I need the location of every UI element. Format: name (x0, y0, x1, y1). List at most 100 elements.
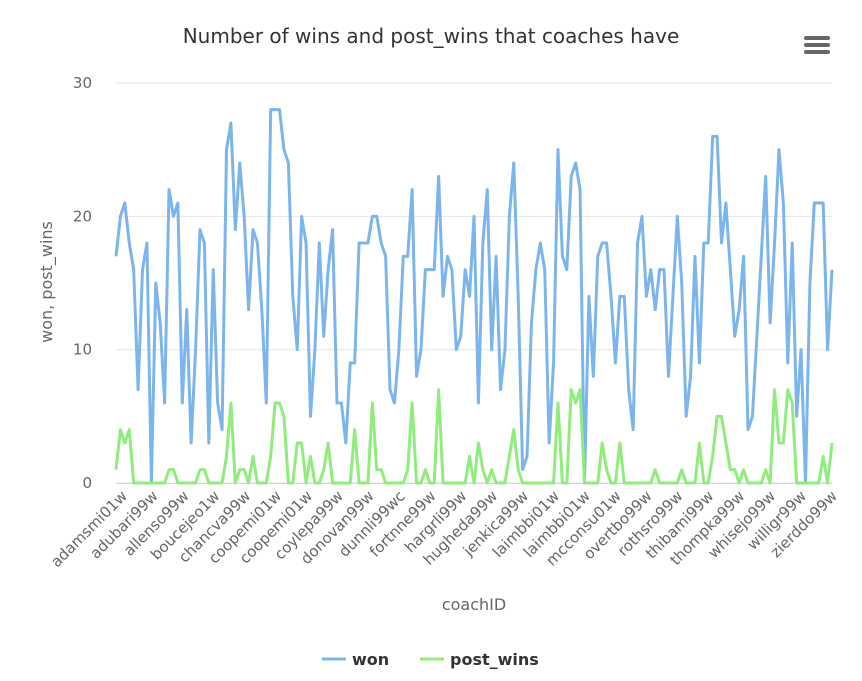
data-point-won[interactable] (294, 347, 300, 353)
data-point-won[interactable] (303, 240, 309, 246)
data-point-won[interactable] (825, 347, 831, 353)
data-point-post_wins[interactable] (732, 467, 738, 473)
data-point-post_wins[interactable] (277, 400, 283, 406)
data-point-won[interactable] (480, 240, 486, 246)
data-point-won[interactable] (396, 347, 402, 353)
data-point-won[interactable] (829, 267, 835, 273)
data-point-post_wins[interactable] (316, 480, 322, 486)
data-point-won[interactable] (595, 253, 601, 259)
data-point-won[interactable] (798, 347, 804, 353)
data-point-won[interactable] (374, 213, 380, 219)
data-point-post_wins[interactable] (825, 480, 831, 486)
data-point-won[interactable] (316, 240, 322, 246)
data-point-post_wins[interactable] (201, 467, 207, 473)
data-point-won[interactable] (785, 360, 791, 366)
series-line-won[interactable] (114, 108, 834, 485)
data-point-post_wins[interactable] (484, 480, 490, 486)
data-point-won[interactable] (387, 387, 393, 393)
data-point-won[interactable] (780, 200, 786, 206)
data-point-won[interactable] (630, 427, 636, 433)
data-point-post_wins[interactable] (617, 440, 623, 446)
data-point-won[interactable] (542, 267, 548, 273)
data-point-post_wins[interactable] (692, 480, 698, 486)
data-point-post_wins[interactable] (511, 427, 517, 433)
data-point-won[interactable] (285, 160, 291, 166)
data-point-won[interactable] (692, 253, 698, 259)
data-point-post_wins[interactable] (462, 480, 468, 486)
data-point-won[interactable] (573, 160, 579, 166)
data-point-won[interactable] (153, 280, 159, 286)
data-point-won[interactable] (122, 200, 128, 206)
data-point-post_wins[interactable] (126, 427, 132, 433)
data-point-won[interactable] (515, 293, 521, 299)
data-point-won[interactable] (577, 187, 583, 193)
data-point-post_wins[interactable] (303, 480, 309, 486)
data-point-won[interactable] (621, 293, 627, 299)
data-point-won[interactable] (378, 240, 384, 246)
data-point-won[interactable] (506, 213, 512, 219)
data-point-post_wins[interactable] (405, 467, 411, 473)
data-point-won[interactable] (648, 267, 654, 273)
data-point-won[interactable] (383, 253, 389, 259)
data-point-won[interactable] (259, 307, 265, 313)
data-point-won[interactable] (471, 213, 477, 219)
data-point-won[interactable] (338, 400, 344, 406)
data-point-post_wins[interactable] (564, 480, 570, 486)
data-point-won[interactable] (665, 373, 671, 379)
data-point-post_wins[interactable] (741, 467, 747, 473)
data-point-post_wins[interactable] (268, 453, 274, 459)
data-point-won[interactable] (604, 240, 610, 246)
data-point-won[interactable] (281, 147, 287, 153)
data-point-post_wins[interactable] (223, 453, 229, 459)
data-point-won[interactable] (696, 360, 702, 366)
data-point-won[interactable] (608, 293, 614, 299)
data-point-post_wins[interactable] (250, 453, 256, 459)
data-point-won[interactable] (140, 267, 146, 273)
data-point-won[interactable] (458, 333, 464, 339)
data-point-won[interactable] (325, 267, 331, 273)
data-point-post_wins[interactable] (117, 427, 123, 433)
data-point-post_wins[interactable] (515, 467, 521, 473)
data-point-won[interactable] (533, 267, 539, 273)
data-point-won[interactable] (683, 413, 689, 419)
data-point-post_wins[interactable] (612, 480, 618, 486)
data-point-post_wins[interactable] (785, 387, 791, 393)
data-point-won[interactable] (237, 160, 243, 166)
data-point-won[interactable] (330, 227, 336, 233)
data-point-won[interactable] (418, 347, 424, 353)
data-point-won[interactable] (250, 227, 256, 233)
data-point-won[interactable] (767, 320, 773, 326)
data-point-post_wins[interactable] (674, 480, 680, 486)
data-point-won[interactable] (135, 387, 141, 393)
data-point-post_wins[interactable] (162, 480, 168, 486)
data-point-won[interactable] (405, 253, 411, 259)
data-point-won[interactable] (223, 147, 229, 153)
data-point-post_wins[interactable] (409, 400, 415, 406)
data-point-won[interactable] (537, 240, 543, 246)
data-point-won[interactable] (232, 227, 238, 233)
data-point-won[interactable] (688, 373, 694, 379)
data-point-won[interactable] (763, 173, 769, 179)
data-point-post_wins[interactable] (228, 400, 234, 406)
series-line-post_wins[interactable] (114, 388, 834, 485)
data-point-won[interactable] (674, 213, 680, 219)
data-point-won[interactable] (179, 400, 185, 406)
data-point-won[interactable] (511, 160, 517, 166)
data-point-post_wins[interactable] (719, 413, 725, 419)
data-point-won[interactable] (312, 347, 318, 353)
data-point-post_wins[interactable] (758, 480, 764, 486)
data-point-won[interactable] (714, 133, 720, 139)
hamburger-menu-icon[interactable] (804, 33, 830, 57)
data-point-post_wins[interactable] (475, 440, 481, 446)
data-point-won[interactable] (391, 400, 397, 406)
data-point-post_wins[interactable] (568, 387, 574, 393)
data-point-won[interactable] (197, 227, 203, 233)
data-point-post_wins[interactable] (652, 467, 658, 473)
data-point-post_wins[interactable] (489, 467, 495, 473)
data-point-won[interactable] (776, 147, 782, 153)
data-point-won[interactable] (352, 360, 358, 366)
data-point-won[interactable] (524, 453, 530, 459)
data-point-post_wins[interactable] (502, 480, 508, 486)
data-point-post_wins[interactable] (467, 453, 473, 459)
data-point-won[interactable] (290, 293, 296, 299)
